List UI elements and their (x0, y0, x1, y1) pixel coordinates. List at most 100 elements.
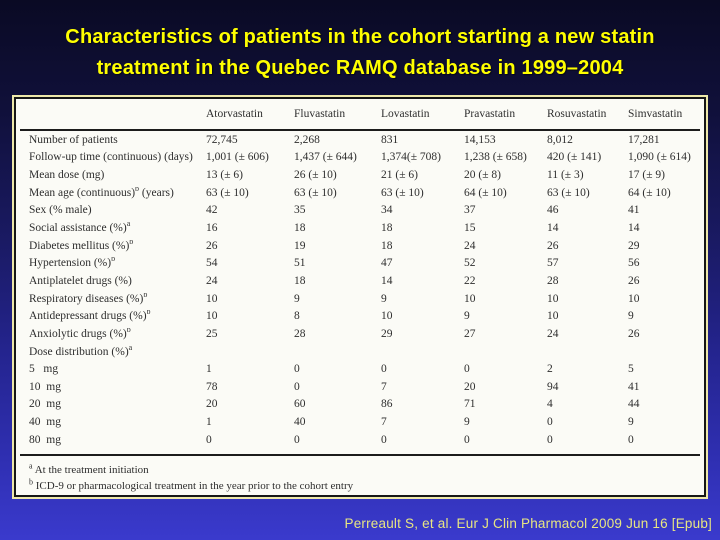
row-label: Dose distribution (%)a (29, 346, 206, 358)
table-cell: 26 (± 10) (294, 169, 337, 182)
table-cell: 9 (628, 310, 634, 323)
table-cell: 16 (206, 222, 218, 235)
table-row: Anxiolytic drugs (%)b 25 28 29 27 24 26 (16, 325, 704, 343)
table-cell: 42 (206, 204, 218, 217)
table-cell: 18 (294, 274, 306, 287)
row-label: 5 mg (29, 363, 59, 376)
table-cell: 420 (± 141) (547, 151, 602, 164)
table-cell: 7 (381, 416, 387, 429)
column-header: Rosuvastatin (547, 108, 607, 120)
table-cell: 0 (381, 433, 387, 446)
footnote-line: a At the treatment initiation (29, 460, 149, 476)
table-cell: 29 (381, 327, 393, 340)
footnote-marker: b (29, 477, 33, 487)
column-header: Lovastatin (381, 108, 430, 120)
table-cell: 0 (294, 363, 300, 376)
table-cell: 63 (± 10) (294, 186, 337, 199)
table-panel: Atorvastatin Fluvastatin Lovastatin Pravast… (14, 97, 706, 497)
table-cell: 11 (± 3) (547, 169, 584, 182)
table-cell: 9 (464, 310, 470, 323)
table-cell: 14 (547, 222, 559, 235)
table-cell: 9 (294, 292, 300, 305)
table-cell: 1,238 (± 658) (464, 151, 527, 164)
table-cell: 10 (547, 310, 559, 323)
table-cell: 0 (381, 363, 387, 376)
table-cell: 14 (381, 274, 393, 287)
table-cell: 72,745 (206, 133, 238, 146)
table-cell: 63 (± 10) (381, 186, 424, 199)
table-row: Antidepressant drugs (%)b 10 8 10 9 10 9 (16, 307, 704, 325)
table-cell: 47 (381, 257, 393, 270)
table-cell: 28 (547, 274, 559, 287)
row-label: Antiplatelet drugs (%) (29, 274, 132, 287)
table-cell: 0 (464, 363, 470, 376)
table-cell: 51 (294, 257, 306, 270)
table-row: Antiplatelet drugs (%) 24 18 14 22 28 26 (16, 272, 704, 290)
table-row: Hypertension (%)b 54 51 47 52 57 56 (16, 254, 704, 272)
table-cell: 5 (628, 363, 634, 376)
table-cell: 1,437 (± 644) (294, 151, 357, 164)
table-cell: 10 (628, 292, 640, 305)
table-cell: 20 (464, 380, 476, 393)
table-cell: 40 (294, 416, 306, 429)
column-header: Atorvastatin (206, 108, 263, 120)
table-cell: 13 (± 6) (206, 169, 243, 182)
table-cell: 10 (381, 310, 393, 323)
table-cell: 20 (206, 398, 218, 411)
row-label: 80 mg (29, 433, 61, 446)
table-cell: 29 (628, 239, 640, 252)
table-row: 5 mg 1 0 0 0 2 5 (16, 360, 704, 378)
table-cell: 78 (206, 380, 218, 393)
slide-title: Characteristics of patients in the cohor… (0, 22, 720, 84)
table-row: 80 mg 0 0 0 0 0 0 (16, 431, 704, 449)
table-cell: 7 (381, 380, 387, 393)
row-label: 40 mg (29, 416, 61, 429)
table-row: Sex (% male) 42 35 34 37 46 41 (16, 202, 704, 220)
table-cell: 9 (628, 416, 634, 429)
table-cell: 60 (294, 398, 306, 411)
row-label: Social assistance (%)a (29, 222, 206, 234)
row-label: Follow-up time (continuous) (days) (29, 151, 193, 164)
table-cell: 10 (464, 292, 476, 305)
table-cell: 1,001 (± 606) (206, 151, 269, 164)
table-cell: 41 (628, 380, 640, 393)
row-label: 10 mg (29, 380, 61, 393)
table-cell: 9 (464, 416, 470, 429)
footnote-marker: b (126, 327, 131, 335)
table-cell: 8 (294, 310, 300, 323)
row-label: Antidepressant drugs (%)b (29, 310, 206, 322)
table-cell: 14 (628, 222, 640, 235)
table-cell: 0 (294, 380, 300, 393)
table-row: 40 mg 1 40 7 9 0 9 (16, 413, 704, 431)
table-cell: 41 (628, 204, 640, 217)
slide-title-line2: treatment in the Quebec RAMQ database in… (96, 57, 624, 79)
table-cell: 1,090 (± 614) (628, 151, 691, 164)
row-label: Mean age (continuous)b (years) (29, 187, 206, 199)
footnote-marker: b (146, 310, 151, 317)
table-cell: 86 (381, 398, 393, 411)
table-cell: 17 (± 9) (628, 169, 665, 182)
table-cell: 63 (± 10) (547, 186, 590, 199)
table-cell: 8,012 (547, 133, 573, 146)
table-row: 10 mg 78 0 7 20 94 41 (16, 378, 704, 396)
footnote-marker: b (143, 292, 148, 299)
table-cell: 10 (206, 292, 218, 305)
table-cell: 24 (464, 239, 476, 252)
table-row: Mean age (continuous)b (years) 63 (± 10) 6… (16, 184, 704, 202)
row-label: Number of patients (29, 133, 118, 146)
table-cell: 10 (206, 310, 218, 323)
table-cell: 64 (± 10) (628, 186, 671, 199)
table-cell: 14,153 (464, 133, 496, 146)
table-cell: 15 (464, 222, 476, 235)
table-cell: 0 (464, 433, 470, 446)
table-cell: 18 (294, 222, 306, 235)
table-cell: 0 (547, 433, 553, 446)
table-header-row: Atorvastatin Fluvastatin Lovastatin Pravast… (16, 99, 704, 129)
table-cell: 22 (464, 274, 476, 287)
table-cell: 10 (547, 292, 559, 305)
table-row: Diabetes mellitus (%)b 26 19 18 24 26 29 (16, 237, 704, 255)
table-cell: 0 (206, 433, 212, 446)
table-cell: 27 (464, 327, 476, 340)
footnote-line: b ICD-9 or pharmacological treatment in … (29, 477, 354, 493)
row-label: Respiratory diseases (%)b (29, 293, 206, 305)
